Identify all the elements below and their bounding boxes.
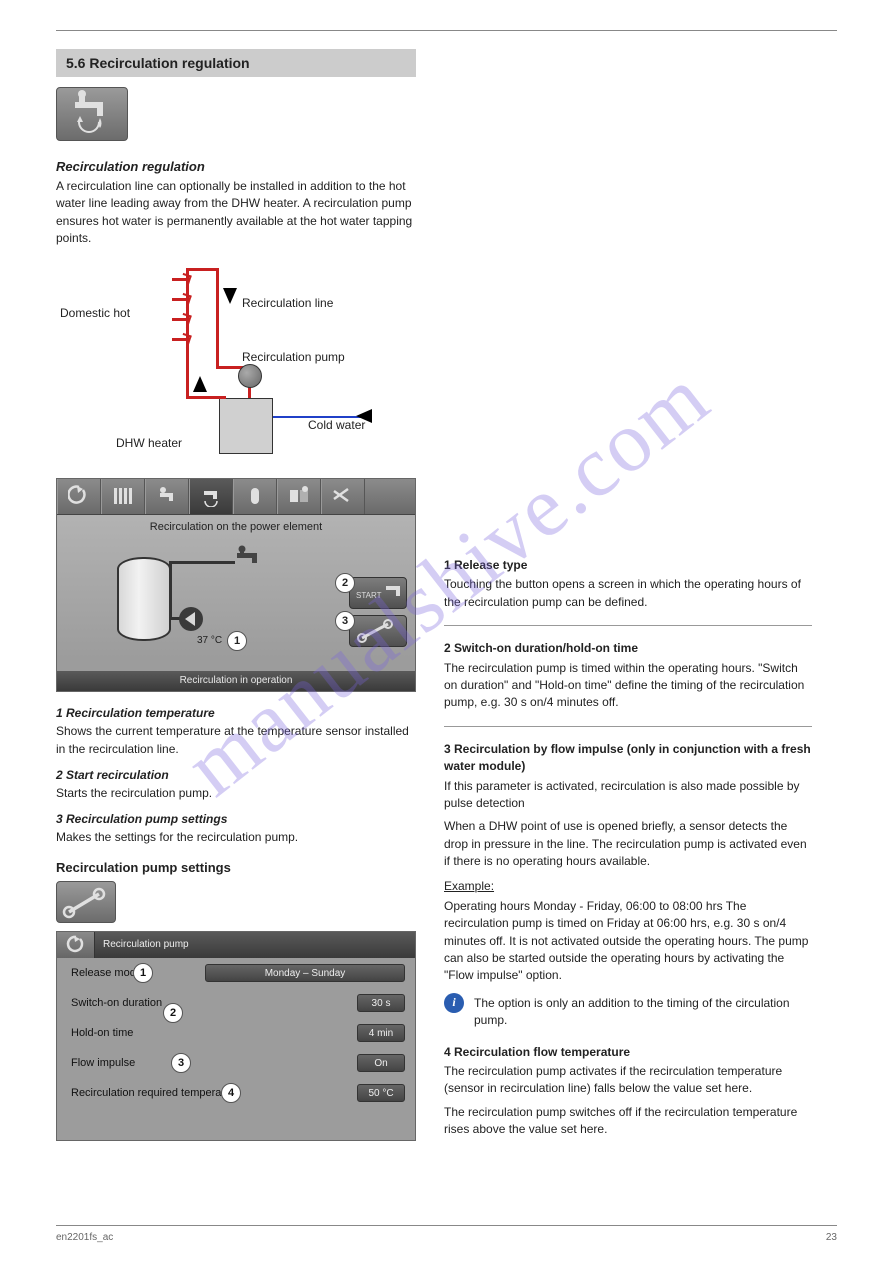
r3-example: Operating hours Monday - Friday, 06:00 t… — [444, 898, 812, 985]
start-icon: START — [350, 578, 408, 610]
double-wrench-icon — [331, 485, 355, 507]
screen-temp-value: 37 °C — [197, 635, 222, 646]
heater-symbol — [219, 398, 273, 454]
tank-icon — [244, 485, 266, 507]
r3-head: 3 Recirculation by flow impulse (only in… — [444, 742, 811, 773]
label-dhw-heater: DHW heater — [116, 436, 182, 450]
screen-title: Recirculation on the power element — [57, 515, 415, 539]
screen-faucet-icon — [235, 545, 267, 571]
marker1-heading: 1 Recirculation temperature — [56, 704, 416, 722]
faucet-recirc-icon — [57, 88, 129, 142]
recirc-settings-button[interactable] — [349, 615, 407, 647]
info-icon: i — [444, 993, 464, 1013]
arrow-left-icon — [356, 409, 372, 423]
arrow-up-icon — [193, 376, 207, 392]
r2-head: 2 Switch-on duration/hold-on time — [444, 641, 638, 655]
flow-impulse-value[interactable]: On — [357, 1054, 405, 1072]
flow-impulse-label: Flow impulse — [71, 1057, 135, 1069]
footer-left: en2201fs_ac — [56, 1232, 113, 1243]
r3-example-head: Example: — [444, 879, 494, 893]
r3-note: The option is only an addition to the ti… — [474, 995, 812, 1030]
back-arrow-icon — [68, 485, 90, 507]
subheading: Recirculation regulation — [56, 159, 416, 174]
device-screen: Recirculation on the power element 37 °C… — [56, 478, 416, 692]
toolbar-panel-button[interactable] — [277, 479, 321, 514]
marker-1: 1 — [227, 631, 247, 651]
intro-paragraph: A recirculation line can optionally be i… — [56, 178, 416, 248]
release-mode-value[interactable]: Monday – Sunday — [205, 964, 405, 982]
settings-panel: Recirculation pump Release mode 1 Monday… — [56, 931, 416, 1141]
toolbar-settings-button[interactable] — [321, 479, 365, 514]
svg-text:START: START — [356, 591, 382, 600]
marker3-text: Makes the settings for the recirculation… — [56, 828, 416, 846]
faucet-icon — [155, 485, 179, 507]
badge-4: 4 — [221, 1083, 241, 1103]
toolbar-tank-button[interactable] — [233, 479, 277, 514]
wrench-icon — [350, 616, 408, 648]
storage-cylinder-icon — [117, 557, 171, 641]
pump-symbol — [238, 364, 262, 388]
label-domestic-hot: Domestic hot — [60, 306, 130, 320]
screen-diagram: 37 °C 1 — [87, 539, 307, 659]
screen-pump-icon — [179, 607, 203, 631]
settings-wrench-button[interactable] — [56, 881, 116, 923]
piping-diagram: Domestic hot Recirculation line Recircul… — [56, 258, 416, 478]
settings-back-button[interactable] — [57, 932, 95, 958]
hold-on-value[interactable]: 4 min — [357, 1024, 405, 1042]
release-mode-label: Release mode — [71, 967, 142, 979]
marker-2: 2 — [335, 573, 355, 593]
badge-2: 2 — [163, 1003, 183, 1023]
label-recirc-line: Recirculation line — [242, 296, 333, 310]
settings-panel-title: Recirculation pump — [95, 932, 189, 958]
faucet-recirc-small-icon — [199, 485, 223, 507]
r3-text: If this parameter is activated, recircul… — [444, 778, 812, 813]
start-recirc-button[interactable]: START — [349, 577, 407, 609]
toolbar-recirc-button[interactable] — [189, 479, 233, 514]
switch-on-value[interactable]: 30 s — [357, 994, 405, 1012]
marker2-text: Starts the recirculation pump. — [56, 784, 416, 802]
wrench-large-icon — [57, 882, 117, 924]
marker-3: 3 — [335, 611, 355, 631]
marker2-heading: 2 Start recirculation — [56, 766, 416, 784]
r4-head: 4 Recirculation flow temperature — [444, 1045, 630, 1059]
radiator-icon — [111, 485, 135, 507]
panel-icon — [287, 485, 311, 507]
r3-more: When a DHW point of use is opened briefl… — [444, 818, 812, 870]
toolbar-faucet-button[interactable] — [145, 479, 189, 514]
r1-head: 1 Release type — [444, 558, 527, 572]
toolbar-back-button[interactable] — [57, 479, 101, 514]
toolbar-radiator-button[interactable] — [101, 479, 145, 514]
label-recirc-pump: Recirculation pump — [242, 350, 345, 364]
settings-section-title: Recirculation pump settings — [56, 860, 416, 875]
hold-on-label: Hold-on time — [71, 1027, 133, 1039]
r1-text: Touching the button opens a screen in wh… — [444, 576, 812, 611]
r4-text: The recirculation pump activates if the … — [444, 1063, 812, 1098]
switch-on-label: Switch-on duration — [71, 997, 162, 1009]
r4-text2: The recirculation pump switches off if t… — [444, 1104, 812, 1139]
marker3-heading: 3 Recirculation pump settings — [56, 810, 416, 828]
badge-1: 1 — [133, 963, 153, 983]
required-temp-label: Recirculation required temperature — [71, 1087, 240, 1099]
screen-toolbar — [57, 479, 415, 515]
recirculation-icon-button[interactable] — [56, 87, 128, 141]
screen-status-bar: Recirculation in operation — [57, 671, 415, 691]
badge-3: 3 — [171, 1053, 191, 1073]
required-temp-value[interactable]: 50 °C — [357, 1084, 405, 1102]
r2-text: The recirculation pump is timed within t… — [444, 660, 812, 712]
footer-right: 23 — [826, 1232, 837, 1243]
back-arrow-icon — [66, 935, 86, 955]
arrow-down-icon — [223, 288, 237, 304]
marker1-text: Shows the current temperature at the tem… — [56, 722, 416, 758]
section-title: 5.6 Recirculation regulation — [56, 49, 416, 77]
